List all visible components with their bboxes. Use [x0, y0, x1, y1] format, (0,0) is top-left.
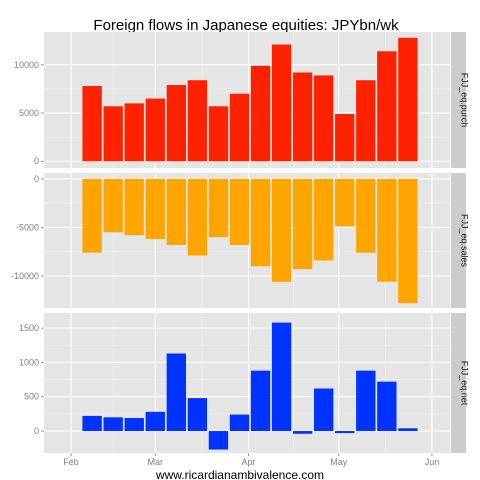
bar	[124, 103, 144, 162]
bar	[208, 178, 229, 238]
panel-FJJ_eq.net: 0 500 1000 1500 FJJ_eq.net	[19, 313, 470, 453]
bar	[187, 178, 208, 256]
x-tick-label: Feb	[63, 457, 79, 467]
bar	[166, 353, 187, 432]
y-tick-label: 0	[34, 174, 39, 184]
y-tick-label: 0	[34, 156, 39, 166]
bar	[208, 431, 229, 450]
bar	[314, 178, 334, 261]
bar	[145, 178, 165, 240]
bar	[398, 178, 418, 304]
x-tick-label: Mar	[148, 457, 164, 467]
bar	[398, 428, 418, 432]
bar	[103, 178, 123, 233]
bar	[271, 322, 292, 432]
bar	[377, 178, 397, 282]
chart-caption: www.ricardianambivalence.com	[155, 468, 324, 480]
bar	[292, 431, 313, 434]
bar	[229, 414, 250, 432]
bar	[335, 178, 355, 227]
bar	[271, 44, 292, 162]
y-tick-label: -10000	[11, 271, 39, 281]
bar	[82, 86, 102, 162]
facet-strip-label: FJJ_eq.purch	[460, 73, 470, 128]
bar	[271, 178, 292, 282]
facet-strip	[451, 173, 466, 308]
y-tick-label: 10000	[14, 60, 39, 70]
bar	[314, 388, 334, 432]
bar	[229, 93, 250, 162]
bar	[356, 370, 376, 432]
bar	[145, 98, 165, 162]
bar	[292, 72, 313, 162]
bar	[356, 80, 376, 162]
bar	[208, 106, 229, 162]
x-tick-label: Jun	[425, 457, 440, 467]
facet-strip-label: FJJ_eq.sales	[460, 214, 470, 268]
bar	[166, 85, 187, 162]
x-axis: Feb Mar Apr May Jun	[63, 453, 439, 467]
panel-FJJ_eq.purch: 0 5000 10000 FJJ_eq.purch	[14, 32, 470, 168]
bar	[250, 178, 271, 267]
bar	[82, 415, 102, 432]
bar	[314, 75, 334, 162]
bar	[377, 51, 397, 162]
y-tick-label: 1000	[19, 357, 39, 367]
bar	[250, 370, 271, 432]
bar	[356, 178, 376, 253]
bar	[229, 178, 250, 245]
bar	[377, 381, 397, 432]
bar	[250, 65, 271, 162]
y-tick-label: 5000	[19, 108, 39, 118]
panel-FJJ_eq.sales: 0 -5000 -10000 FJJ_eq.sales	[11, 173, 470, 308]
facet-strip	[451, 313, 466, 453]
y-tick-label: 0	[34, 426, 39, 436]
bar	[187, 398, 208, 432]
x-tick-label: Apr	[241, 457, 255, 467]
chart-title: Foreign flows in Japanese equities: JPYb…	[93, 17, 399, 34]
facet-strip	[451, 32, 466, 168]
bar	[187, 80, 208, 162]
facet-strip-label: FJJ_eq.net	[460, 361, 470, 406]
y-tick-label: 500	[24, 392, 39, 402]
panels: 0500010000FJJ_eq.purch0-5000-10000FJJ_eq…	[11, 32, 470, 453]
bar	[124, 178, 144, 236]
bar	[124, 418, 144, 432]
bar	[103, 417, 123, 432]
y-tick-label: -5000	[16, 222, 39, 232]
bar	[145, 411, 165, 432]
bar	[335, 113, 355, 162]
y-tick-label: 1500	[19, 323, 39, 333]
bar	[292, 178, 313, 270]
bar	[335, 431, 355, 434]
x-tick-label: May	[330, 457, 348, 467]
bar	[82, 178, 102, 253]
bar	[166, 178, 187, 245]
bar	[398, 37, 418, 162]
bar	[103, 106, 123, 162]
